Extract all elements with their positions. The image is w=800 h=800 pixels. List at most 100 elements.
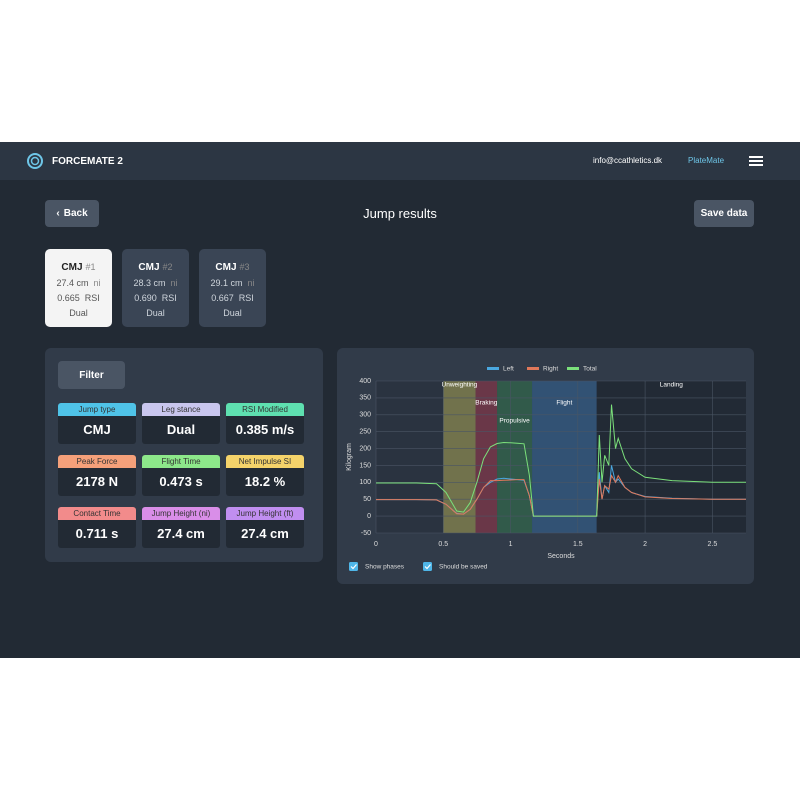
y-tick-label: 50 xyxy=(363,496,371,503)
metric-label: Leg stance xyxy=(142,403,220,416)
jump-number: #3 xyxy=(239,262,250,272)
jump-type: CMJ xyxy=(138,262,160,273)
jump-type: CMJ xyxy=(215,262,237,273)
jump-height-row: 27.4 cm ni xyxy=(45,278,112,288)
metric-value: 2178 N xyxy=(58,468,136,496)
metric-value: Dual xyxy=(142,416,220,444)
jump-height: 29.1 cm xyxy=(210,278,243,288)
phase-region xyxy=(497,381,533,533)
jump-card[interactable]: CMJ #3 29.1 cm ni 0.667 RSI Dual xyxy=(199,249,266,327)
filter-button[interactable]: Filter xyxy=(58,361,125,389)
metric-label: Jump type xyxy=(58,403,136,416)
chart-panel: -50 0 50 100 150 200 250 300 350 400 0 0.5 1 1.5 2 2.5 U… xyxy=(337,348,754,584)
y-tick-label: 250 xyxy=(359,429,371,436)
metric-tile: Contact Time 0.711 s xyxy=(58,507,136,548)
legend-swatch xyxy=(527,367,539,370)
metric-value: 27.4 cm xyxy=(226,520,304,548)
y-tick-label: 350 xyxy=(359,395,371,402)
jump-rsi-label: RSI xyxy=(161,293,177,303)
legend-label: Total xyxy=(583,366,597,373)
metric-label: Contact Time xyxy=(58,507,136,520)
jump-card[interactable]: CMJ #2 28.3 cm ni 0.690 RSI Dual xyxy=(122,249,189,327)
x-axis-title: Seconds xyxy=(547,553,575,560)
x-tick-label: 0.5 xyxy=(438,541,448,548)
jump-height-unit: ni xyxy=(247,278,255,288)
x-tick-label: 0 xyxy=(374,541,378,548)
jump-height: 28.3 cm xyxy=(133,278,166,288)
email[interactable]: info@ccathletics.dk xyxy=(593,156,663,165)
y-axis-title: Kilogram xyxy=(346,443,353,471)
brand[interactable]: FORCEMATE 2 xyxy=(52,156,123,167)
jump-stance: Dual xyxy=(69,308,88,318)
metric-tile: Peak Force 2178 N xyxy=(58,455,136,496)
y-tick-label: 300 xyxy=(359,412,371,419)
jump-title: CMJ #2 xyxy=(122,262,189,273)
y-tick-label: 400 xyxy=(359,378,371,385)
checkmark xyxy=(350,564,357,570)
jump-number: #2 xyxy=(162,262,173,272)
phase-label: Landing xyxy=(660,382,684,389)
menu-icon[interactable] xyxy=(749,155,763,167)
metric-value: 0.711 s xyxy=(58,520,136,548)
metric-value: CMJ xyxy=(58,416,136,444)
y-tick-label: 200 xyxy=(359,445,371,452)
jump-type: CMJ xyxy=(61,262,83,273)
metric-value: 18.2 % xyxy=(226,468,304,496)
legend-label: Left xyxy=(503,366,514,373)
metric-value: 27.4 cm xyxy=(142,520,220,548)
phase-region xyxy=(443,381,476,533)
jump-title: CMJ #3 xyxy=(199,262,266,273)
y-tick-label: 0 xyxy=(367,513,371,520)
metric-value: 0.385 m/s xyxy=(226,416,304,444)
option-label: Should be saved xyxy=(439,564,488,571)
x-tick-label: 2.5 xyxy=(707,541,717,548)
jump-height-row: 28.3 cm ni xyxy=(122,278,189,288)
x-tick-label: 2 xyxy=(643,541,647,548)
metric-label: Jump Height (ni) xyxy=(142,507,220,520)
phase-label: Flight xyxy=(556,400,572,407)
metric-label: Net Impulse SI xyxy=(226,455,304,468)
checkbox[interactable] xyxy=(349,562,358,571)
back-label: Back xyxy=(63,208,88,219)
jump-title: CMJ #1 xyxy=(45,262,112,273)
app-link[interactable]: PlateMate xyxy=(688,156,725,165)
line-series xyxy=(376,404,746,517)
jump-rsi: 0.665 xyxy=(57,293,80,303)
checkmark xyxy=(424,564,431,570)
jump-rsi-row: 0.665 RSI xyxy=(45,293,112,303)
navbar: FORCEMATE 2 info@ccathletics.dk PlateMat… xyxy=(0,142,800,180)
jump-number: #1 xyxy=(85,262,96,272)
save-button[interactable]: Save data xyxy=(694,200,754,227)
phase-region xyxy=(532,381,597,533)
y-tick-label: 100 xyxy=(359,479,371,486)
jump-stance: Dual xyxy=(223,308,242,318)
metric-label: Jump Height (ft) xyxy=(226,507,304,520)
jump-rsi-row: 0.690 RSI xyxy=(122,293,189,303)
phase-label: Unweighting xyxy=(442,382,478,389)
metric-tile: Leg stance Dual xyxy=(142,403,220,444)
jump-rsi: 0.690 xyxy=(134,293,157,303)
metric-value: 0.473 s xyxy=(142,468,220,496)
phase-region xyxy=(475,381,498,533)
phase-label: Propulsive xyxy=(499,418,530,425)
legend-swatch xyxy=(567,367,579,370)
jump-rsi: 0.667 xyxy=(211,293,234,303)
metric-label: Peak Force xyxy=(58,455,136,468)
phase-region xyxy=(596,381,746,533)
metric-tile: Jump type CMJ xyxy=(58,403,136,444)
metric-tile: Jump Height (ni) 27.4 cm xyxy=(142,507,220,548)
y-tick-label: -50 xyxy=(361,530,371,537)
checkbox[interactable] xyxy=(423,562,432,571)
x-tick-label: 1.5 xyxy=(573,541,583,548)
metric-label: RSI Modified xyxy=(226,403,304,416)
filter-panel: Filter Jump type CMJ Leg stance Dual RSI Mod… xyxy=(45,348,323,562)
back-button[interactable]: ‹ Back xyxy=(45,200,99,227)
jump-card[interactable]: CMJ #1 27.4 cm ni 0.665 RSI Dual xyxy=(45,249,112,327)
metric-label: Flight Time xyxy=(142,455,220,468)
metric-tile: RSI Modified 0.385 m/s xyxy=(226,403,304,444)
jump-height-unit: ni xyxy=(93,278,101,288)
metric-tile: Jump Height (ft) 27.4 cm xyxy=(226,507,304,548)
plot-background xyxy=(376,381,746,533)
